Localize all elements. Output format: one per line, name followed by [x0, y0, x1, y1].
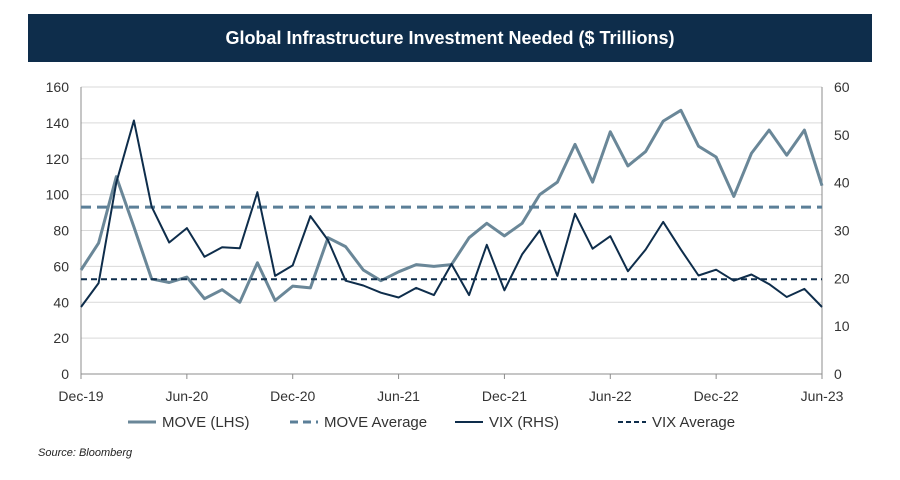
legend-label-vix-rhs: VIX (RHS) — [489, 414, 559, 431]
y-left-tick-label: 80 — [53, 223, 69, 239]
y-right-tick-label: 50 — [834, 127, 850, 143]
x-tick-label: Jun-21 — [377, 388, 420, 404]
x-tick-label: Dec-21 — [482, 388, 527, 404]
y-right-tick-label: 0 — [834, 366, 842, 382]
axes-layer: 0 20 40 60 80 100 120 140 160 0 10 20 30 40 50 60 Dec-19… — [46, 79, 850, 404]
y-right-tick-label: 10 — [834, 318, 850, 334]
legend-label-move-average: MOVE Average — [324, 414, 427, 431]
x-tick-label: Jun-23 — [801, 388, 844, 404]
y-left-tick-label: 60 — [53, 258, 69, 274]
y-right-tick-label: 40 — [834, 175, 850, 191]
y-left-tick-label: 100 — [46, 187, 70, 203]
y-left-tick-label: 40 — [53, 294, 69, 310]
legend-label-move-lhs: MOVE (LHS) — [162, 414, 250, 431]
x-tick-label: Dec-22 — [694, 388, 739, 404]
x-tick-label: Dec-20 — [270, 388, 315, 404]
legend: MOVE (LHS) MOVE Average VIX (RHS) VIX Avera… — [128, 414, 735, 431]
y-right-tick-label: 60 — [834, 79, 850, 95]
chart-title: Global Infrastructure Investment Needed … — [28, 14, 872, 62]
y-left-tick-label: 20 — [53, 330, 69, 346]
y-left-tick-label: 140 — [46, 115, 70, 131]
legend-label-vix-average: VIX Average — [652, 414, 735, 431]
y-right-tick-label: 20 — [834, 270, 850, 286]
vix-rhs-line — [80, 119, 823, 308]
y-left-tick-label: 160 — [46, 79, 70, 95]
source-note: Source: Bloomberg — [38, 447, 133, 459]
x-tick-label: Jun-22 — [589, 388, 632, 404]
y-left-tick-label: 120 — [46, 151, 70, 167]
y-left-tick-label: 0 — [61, 366, 69, 382]
y-right-tick-label: 30 — [834, 223, 850, 239]
x-tick-label: Dec-19 — [58, 388, 103, 404]
series-layer — [79, 108, 824, 308]
x-tick-label: Jun-20 — [165, 388, 208, 404]
